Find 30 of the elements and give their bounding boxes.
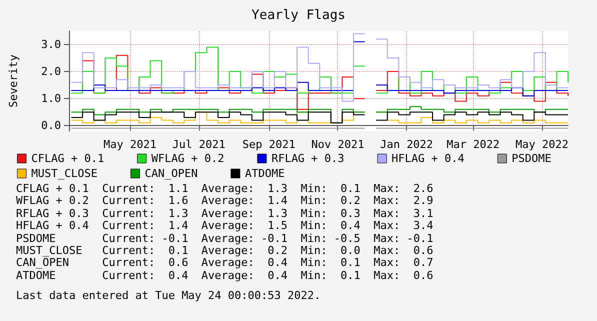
text: ATDOME Current: 0.4 Average: 0.4 Min: 0.1 Max: 0.6 — [16, 268, 434, 282]
legend-label: CFLAG + 0.1 — [31, 152, 104, 165]
x-tick-label: May 2021 — [103, 138, 156, 151]
text: PSDOME Current: -0.1 Average: -0.1 Min: -0.5 Max: -0.1 — [16, 232, 434, 246]
x-tick-label: Jan 2022 — [380, 138, 434, 151]
y-tick-label: 3.0 — [41, 38, 61, 52]
legend-label: WFLAG + 0.2 — [151, 152, 224, 165]
y-tick-label: 1.0 — [41, 92, 61, 106]
legend-label: RFLAG + 0.3 — [271, 152, 344, 165]
y-tick-label: 2.0 — [41, 65, 61, 78]
text: Last data entered at Tue May 24 00:00:53 2022. — [16, 289, 322, 303]
text: CFLAG + 0.1 Current: 1.1 Average: 1.3 Min: 0.1 Max: 2.6 — [16, 182, 434, 196]
text: WFLAG + 0.2 Current: 1.6 Average: 1.4 Min: 0.2 Max: 2.9 — [16, 194, 434, 208]
x-tick-label: Mar 2022 — [446, 138, 500, 151]
text: RFLAG + 0.3 Current: 1.3 Average: 1.3 Min: 0.3 Max: 3.1 — [16, 206, 434, 220]
chart-title: Yearly Flags — [252, 8, 346, 23]
legend-label: PSDOME — [512, 152, 552, 165]
legend-label: CAN_OPEN — [144, 167, 198, 180]
y-axis-title: Severity — [7, 54, 20, 108]
text: HFLAG + 0.4 Current: 1.4 Average: 1.5 Min: 0.4 Max: 3.4 — [16, 219, 434, 233]
x-tick-label: Sep 2021 — [242, 138, 296, 151]
legend-label: MUST_CLOSE — [31, 167, 98, 180]
text: CAN_OPEN Current: 0.6 Average: 0.4 Min: 0.1 Max: 0.7 — [16, 256, 434, 270]
legend-label: ATDOME — [244, 167, 285, 180]
x-tick-label: May 2022 — [516, 138, 569, 151]
y-tick-label: 0.0 — [41, 119, 61, 132]
legend-label: HFLAG + 0.4 — [392, 152, 465, 165]
x-tick-label: Jul 2021 — [172, 138, 226, 151]
x-tick-label: Nov 2021 — [311, 138, 364, 151]
text: MUST_CLOSE Current: 0.1 Average: 0.2 Min: 0.0 Max: 0.6 — [16, 244, 434, 258]
